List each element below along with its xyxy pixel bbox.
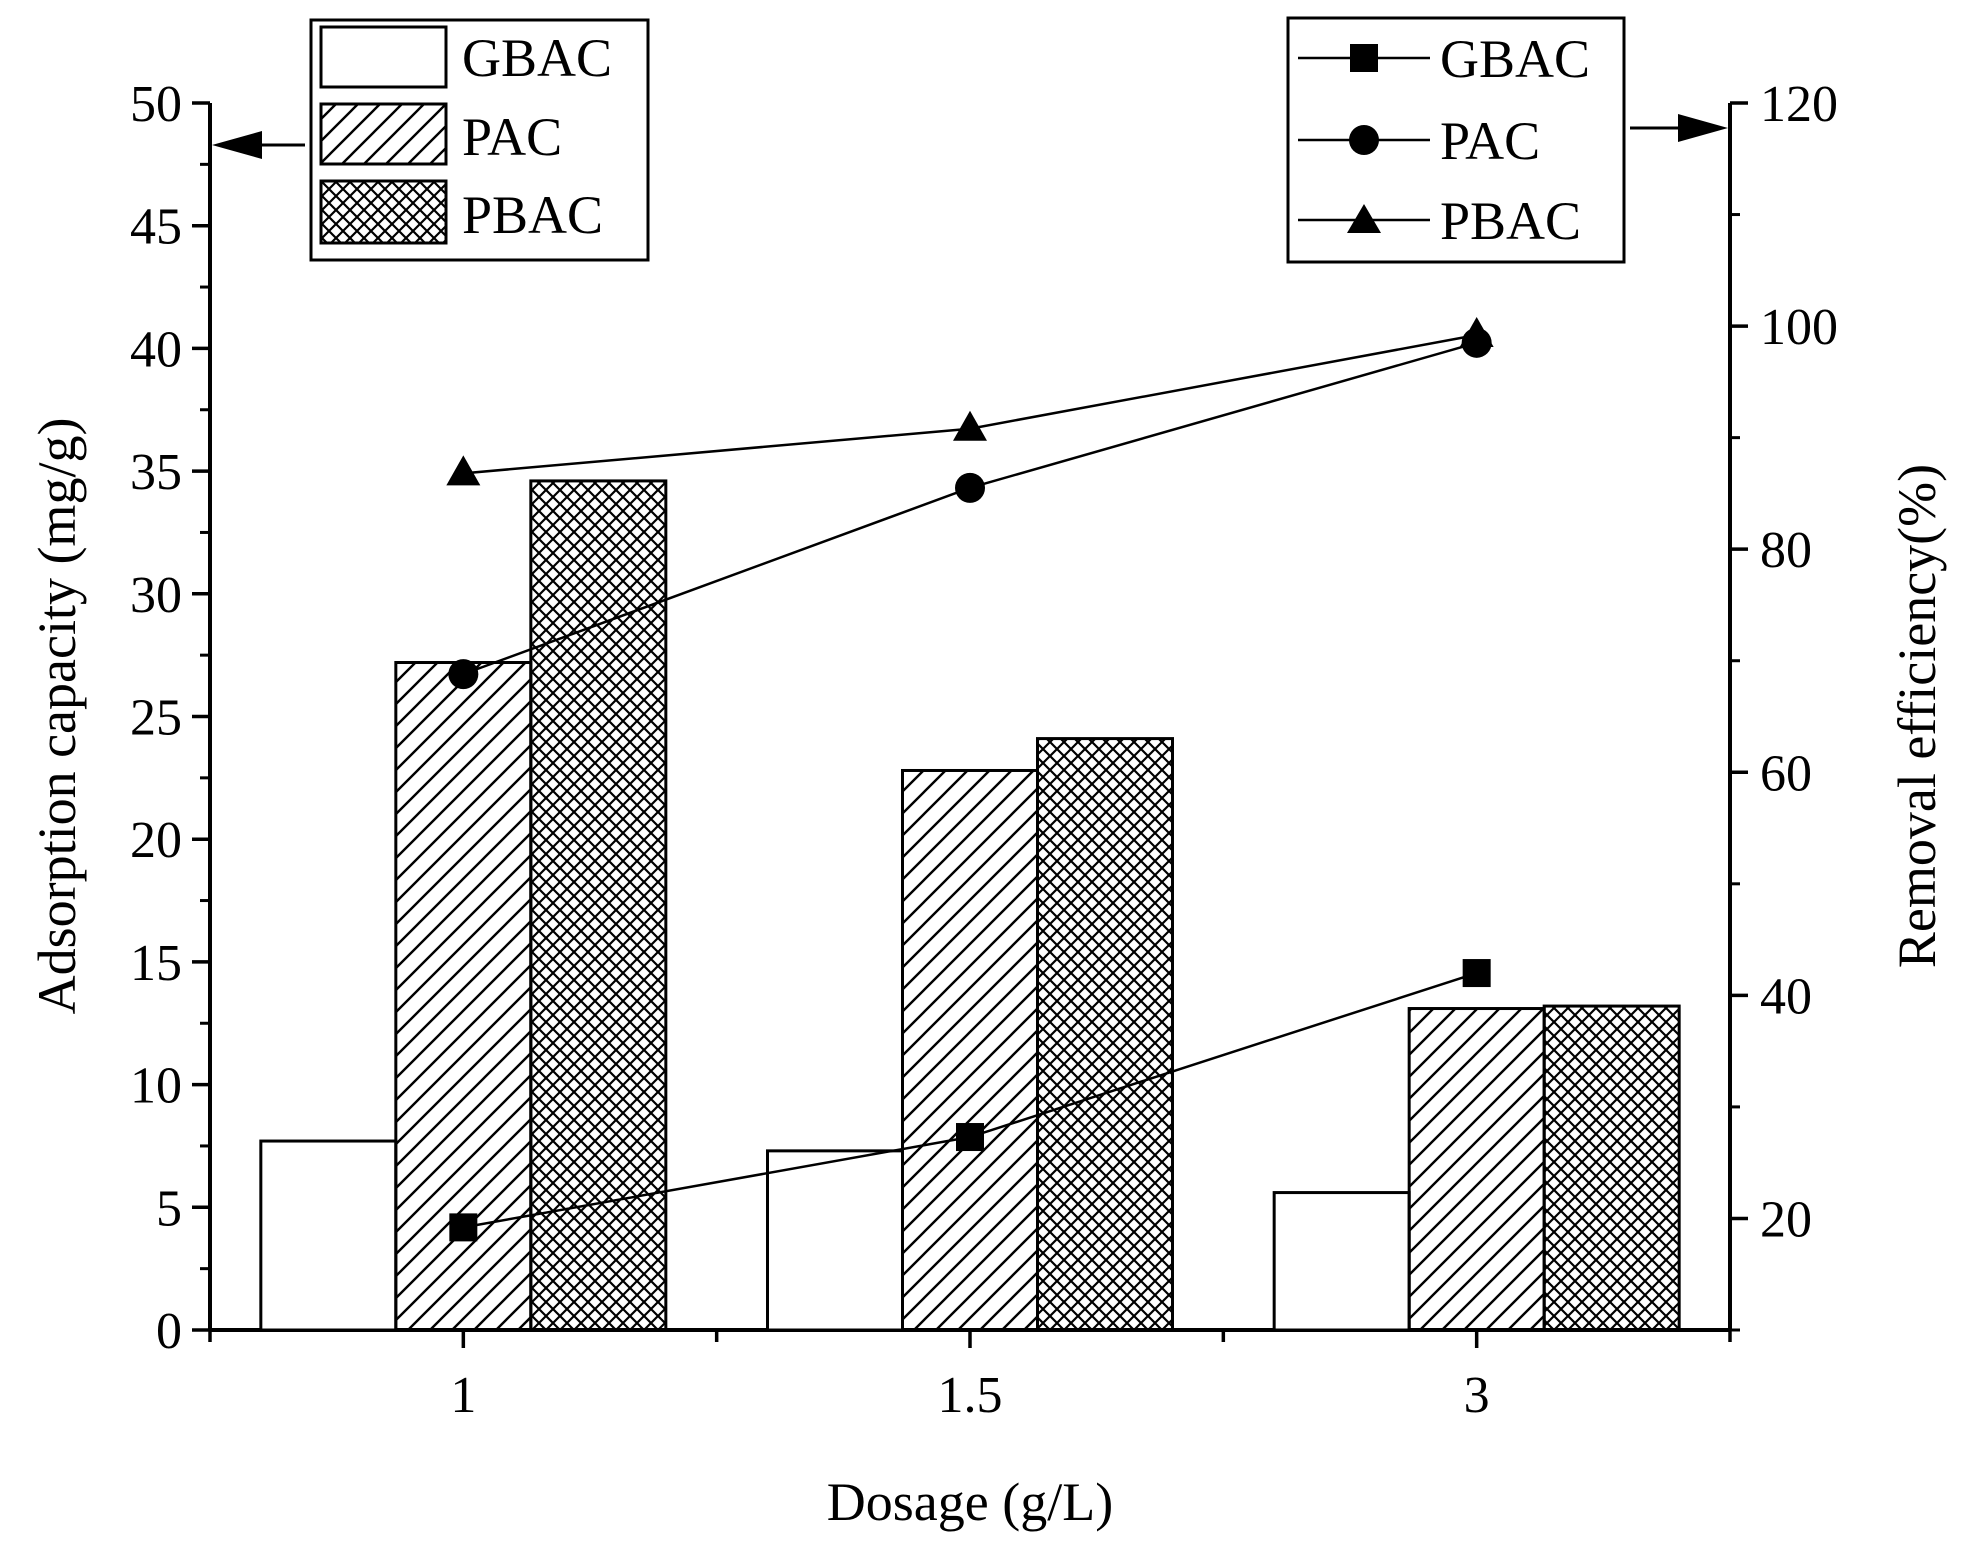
line-series [446,317,1494,1242]
x-tick-label: 3 [1464,1367,1490,1424]
bar-pac-1-5 [901,768,1039,1332]
x-tick-label: 1 [450,1367,476,1424]
bar-legend: GBAC PAC PBAC [309,18,650,262]
bar-legend-swatch-pac [319,102,448,166]
line-legend: GBAC PAC PBAC [1286,16,1626,264]
left-axis-arrow [212,131,305,159]
left-tick-label: 25 [130,690,182,747]
right-axis-title: Removal efficiency(%) [1887,464,1947,968]
bar-pbac-1-5 [1036,737,1174,1332]
left-tick-label: 30 [130,567,182,624]
bar-legend-swatch-gbac [319,25,448,89]
left-tick-label: 35 [130,444,182,501]
bar-gbac-3 [1272,1191,1411,1332]
left-tick-label: 10 [130,1058,182,1115]
left-tick-label: 0 [156,1303,182,1360]
bar-legend-label-pac: PAC [462,107,562,167]
x-tick-label: 1.5 [938,1367,1003,1424]
bar-gbac-1 [259,1139,398,1332]
left-tick-label: 5 [156,1180,182,1237]
marker-pbac-1 [446,455,481,486]
left-axis-ticks: 0 5 10 15 20 25 30 35 40 45 50 [130,76,210,1360]
marker-gbac-1 [449,1213,478,1242]
right-axis-arrow [1630,114,1728,142]
right-tick-label: 80 [1760,522,1812,579]
bar-pbac-3 [1542,1004,1681,1332]
line-legend-marker-gbac [1350,44,1378,72]
left-tick-label: 15 [130,935,182,992]
left-tick-label: 45 [130,199,182,256]
marker-pac-1-5 [955,472,985,503]
line-legend-marker-pac [1349,125,1379,155]
marker-gbac-1-5 [956,1123,984,1152]
x-axis-ticks: 1 1.5 3 [208,1330,1732,1424]
bar-legend-label-pbac: PBAC [462,185,603,245]
right-tick-label: 120 [1760,76,1838,133]
line-legend-label-pbac: PBAC [1440,191,1581,251]
bar-legend-label-gbac: GBAC [462,28,612,88]
bar-pbac-1 [529,479,668,1332]
left-tick-label: 20 [130,812,182,869]
line-legend-label-pac: PAC [1440,111,1540,171]
line-pbac [463,333,1477,475]
right-tick-label: 20 [1760,1191,1812,1248]
bar-pac-3 [1407,1007,1546,1332]
bar-legend-swatch-pbac [319,179,448,245]
marker-pbac-3 [1459,317,1494,348]
x-axis-title: Dosage (g/L) [827,1472,1113,1532]
right-tick-label: 100 [1760,299,1838,356]
bar-gbac-1-5 [766,1149,904,1332]
right-tick-label: 40 [1760,968,1812,1025]
left-tick-label: 50 [130,76,182,133]
line-legend-marker-pbac [1347,204,1381,233]
marker-gbac-3 [1462,959,1491,988]
left-tick-label: 40 [130,321,182,378]
line-legend-label-gbac: GBAC [1440,29,1590,89]
right-tick-label: 60 [1760,745,1812,802]
left-axis-title: Adsorption capacity (mg/g) [27,418,87,1015]
marker-pbac-1-5 [953,410,987,441]
right-axis-ticks: 20 40 60 80 100 120 [1730,76,1838,1332]
bar-series [259,479,1681,1332]
marker-pac-1 [448,659,479,690]
